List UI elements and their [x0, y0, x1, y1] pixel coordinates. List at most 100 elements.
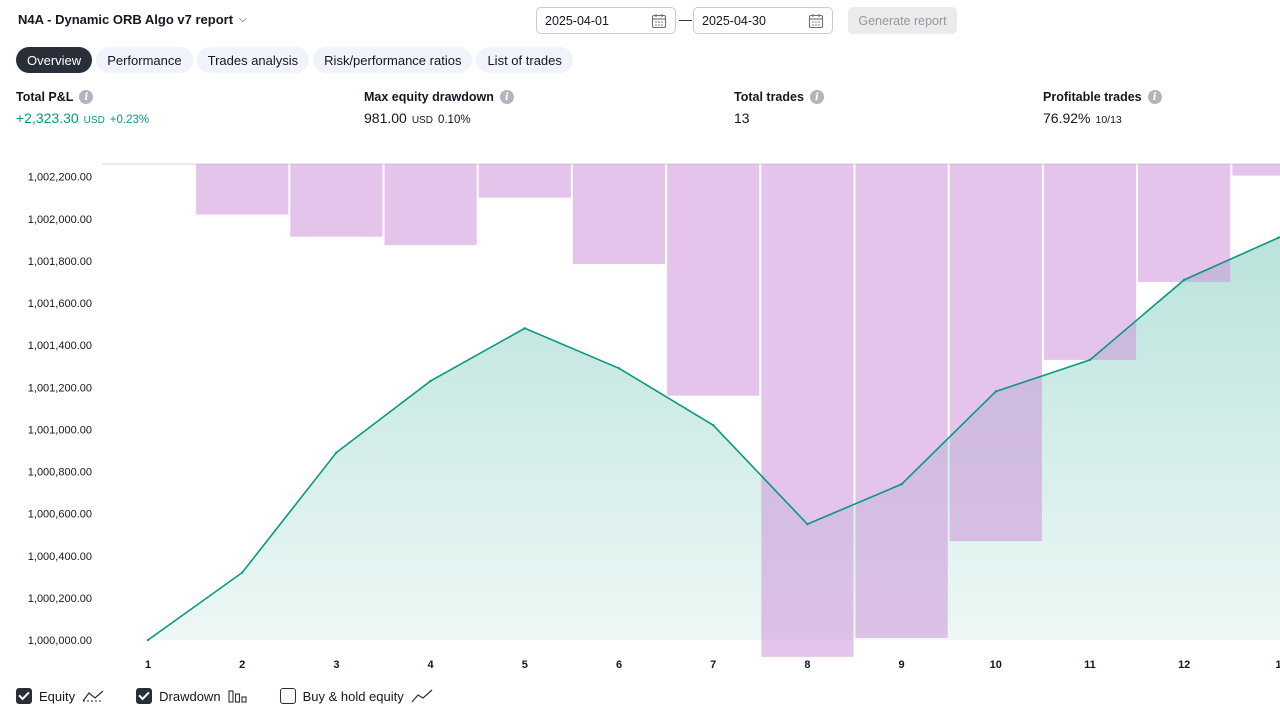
- equity-point: [617, 367, 621, 370]
- equity-point: [429, 379, 432, 383]
- equity-point: [900, 482, 903, 486]
- equity-point: [1277, 236, 1280, 239]
- calendar-icon[interactable]: [651, 13, 667, 29]
- metric-total-trades: Total trades i 13: [734, 90, 824, 126]
- tab-list-of-trades[interactable]: List of trades: [476, 47, 573, 73]
- metric-percent: 0.10%: [437, 114, 471, 126]
- x-tick-label: 9: [899, 659, 905, 671]
- equity-point: [1088, 358, 1092, 362]
- y-tick-label: 1,000,600.00: [28, 509, 92, 521]
- y-tick-label: 1,002,000.00: [28, 214, 92, 226]
- drawdown-bar: [290, 164, 383, 237]
- y-tick-label: 1,001,000.00: [28, 424, 92, 436]
- date-to-value: 2025-04-30: [702, 13, 766, 28]
- chevron-down-icon: ⌵: [239, 14, 247, 25]
- x-tick-label: 1: [1275, 659, 1280, 671]
- x-tick-label: 6: [616, 659, 622, 671]
- info-icon[interactable]: i: [79, 90, 94, 104]
- drawdown-bar: [1232, 164, 1280, 176]
- date-separator: —: [679, 12, 692, 27]
- x-tick-label: 8: [804, 659, 810, 671]
- x-tick-label: 10: [990, 659, 1002, 671]
- date-from-field[interactable]: 2025-04-01: [536, 7, 676, 34]
- equity-line: [147, 236, 1280, 641]
- y-tick-label: 1,000,800.00: [28, 467, 92, 479]
- info-icon[interactable]: i: [809, 90, 824, 104]
- y-tick-label: 1,002,200.00: [28, 172, 92, 184]
- drawdown-icon: [228, 690, 247, 703]
- x-tick-label: 11: [1084, 659, 1096, 671]
- metric-label: Max equity drawdown: [364, 90, 494, 104]
- chart-legend: Equity Drawdown Buy & hold equity: [16, 688, 433, 704]
- y-tick-label: 1,000,000.00: [28, 635, 92, 647]
- metric-label: Profitable trades: [1043, 90, 1142, 104]
- metric-ratio: 10/13: [1095, 114, 1122, 126]
- legend-label: Drawdown: [159, 688, 221, 704]
- x-tick-label: 5: [522, 659, 528, 671]
- metric-max-drawdown: Max equity drawdown i 981.00 USD 0.10%: [364, 90, 514, 126]
- x-tick-label: 2: [239, 659, 245, 671]
- metric-value: 13: [734, 110, 750, 126]
- buy-hold-icon: [411, 689, 433, 703]
- equity-chart[interactable]: 1,000,000.00 1,000,200.00 1,000,400.00 1,00…: [0, 150, 1280, 680]
- info-icon[interactable]: i: [499, 90, 514, 104]
- drawdown-bar: [761, 164, 854, 657]
- metric-label: Total P&L: [16, 90, 74, 104]
- y-tick-label: 1,001,600.00: [28, 298, 92, 310]
- equity-icon: [82, 690, 104, 702]
- equity-checkbox[interactable]: [16, 688, 32, 704]
- y-tick-label: 1,001,400.00: [28, 340, 92, 352]
- metric-label: Total trades: [734, 90, 804, 104]
- equity-point: [806, 522, 809, 526]
- drawdown-bar: [384, 164, 477, 246]
- report-title-dropdown[interactable]: N4A - Dynamic ORB Algo v7 report ⌵: [18, 12, 247, 27]
- generate-report-button[interactable]: Generate report: [848, 7, 957, 34]
- drawdown-bar: [855, 164, 948, 638]
- drawdown-bar: [1138, 164, 1231, 282]
- tab-overview[interactable]: Overview: [16, 47, 93, 73]
- date-to-field[interactable]: 2025-04-30: [693, 7, 833, 34]
- metric-profitable-trades: Profitable trades i 76.92% 10/13: [1043, 90, 1162, 126]
- legend-label: Equity: [39, 688, 76, 704]
- x-tick-label: 7: [710, 659, 716, 671]
- tab-performance[interactable]: Performance: [96, 47, 193, 73]
- x-tick-label: 1: [145, 659, 151, 671]
- metric-currency: USD: [83, 115, 105, 126]
- drawdown-checkbox[interactable]: [136, 688, 153, 704]
- metric-value: +2,323.30: [16, 110, 79, 126]
- tab-trades-analysis[interactable]: Trades analysis: [196, 47, 310, 73]
- x-tick-label: 4: [428, 659, 435, 671]
- legend-equity[interactable]: Equity: [16, 688, 104, 704]
- x-tick-label: 12: [1178, 659, 1190, 671]
- drawdown-bar: [478, 164, 571, 198]
- metric-total-pnl: Total P&L i +2,323.30 USD +0.23%: [16, 90, 149, 126]
- tab-risk-performance-ratios[interactable]: Risk/performance ratios: [313, 47, 473, 73]
- equity-point: [146, 638, 150, 642]
- equity-point: [335, 451, 338, 454]
- metric-value: 981.00: [364, 110, 407, 126]
- equity-point: [994, 390, 997, 393]
- equity-point: [241, 571, 244, 574]
- drawdown-bar: [667, 164, 760, 396]
- calendar-icon[interactable]: [808, 13, 824, 29]
- legend-drawdown[interactable]: Drawdown: [136, 688, 247, 704]
- legend-buy-hold[interactable]: Buy & hold equity: [279, 688, 433, 704]
- equity-point: [712, 423, 715, 427]
- y-tick-label: 1,001,200.00: [28, 382, 92, 394]
- drawdown-bar: [572, 164, 666, 265]
- drawdown-bar: [1043, 164, 1137, 360]
- y-tick-label: 1,000,200.00: [28, 593, 92, 605]
- x-tick-label: 3: [333, 659, 339, 671]
- legend-label: Buy & hold equity: [302, 688, 404, 704]
- report-title: N4A - Dynamic ORB Algo v7 report: [18, 12, 234, 27]
- equity-point: [1183, 278, 1186, 282]
- metric-currency: USD: [411, 115, 433, 126]
- drawdown-bar: [949, 164, 1042, 542]
- metric-value: 76.92%: [1043, 110, 1091, 126]
- date-from-value: 2025-04-01: [545, 13, 609, 28]
- equity-point: [523, 327, 526, 330]
- buy-hold-checkbox[interactable]: [279, 688, 296, 704]
- metric-percent: +0.23%: [109, 114, 150, 126]
- info-icon[interactable]: i: [1147, 90, 1162, 104]
- top-bar: N4A - Dynamic ORB Algo v7 report ⌵ 2025-…: [0, 0, 1280, 42]
